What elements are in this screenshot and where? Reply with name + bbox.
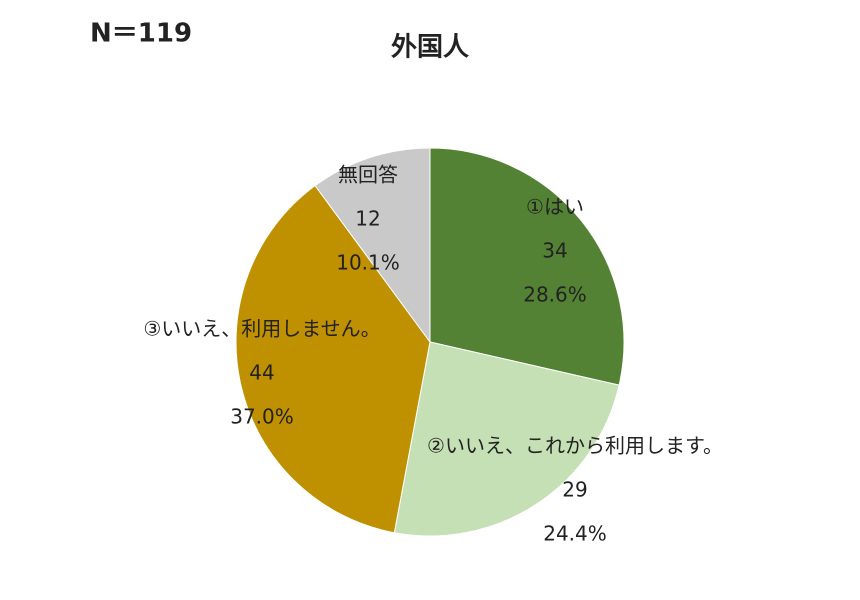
slice-value: 34	[542, 239, 567, 263]
slice-label: ③いいえ、利用しません。	[143, 317, 380, 341]
slice-percent: 10.1%	[336, 251, 400, 275]
slice-percent: 24.4%	[543, 522, 607, 546]
slice-label: ①はい	[526, 195, 584, 219]
pie-slice	[235, 184, 431, 534]
pie-slice	[429, 147, 625, 386]
pie-slice	[393, 341, 620, 537]
slice-value: 29	[562, 478, 587, 502]
slice-percent: 37.0%	[230, 405, 294, 429]
chart-title: 外国人	[391, 33, 469, 63]
slice-percent: 28.6%	[523, 283, 587, 307]
slice-label: ②いいえ、これから利用します。	[427, 434, 723, 458]
slice-value: 12	[355, 207, 380, 231]
sample-size: N＝119	[90, 19, 192, 49]
pie-slice	[314, 147, 431, 344]
slice-label: 無回答	[338, 163, 398, 187]
slice-value: 44	[249, 361, 274, 385]
